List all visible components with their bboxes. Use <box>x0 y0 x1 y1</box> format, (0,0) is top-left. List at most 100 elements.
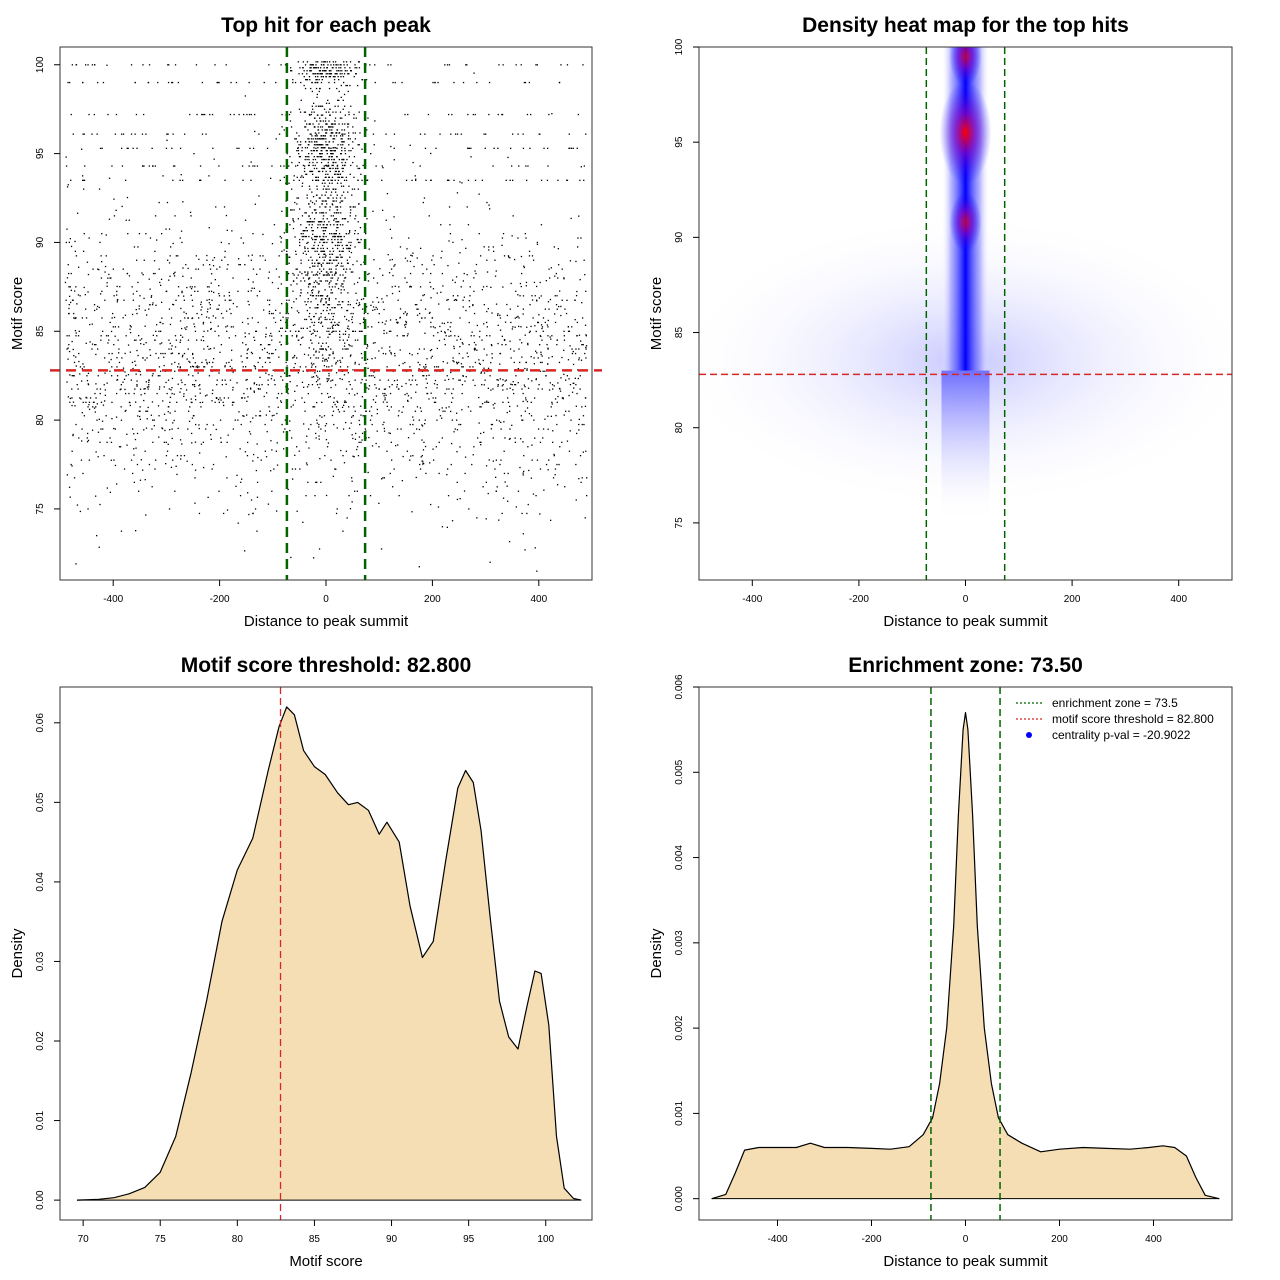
scatter-point-2007 <box>478 233 480 235</box>
scatter-point-461 <box>374 376 376 379</box>
plot-area <box>711 687 1220 1220</box>
scatter-point-1571 <box>144 450 146 452</box>
scatter-point-25 <box>158 268 160 270</box>
scatter-point-1958 <box>98 418 100 420</box>
scatter-point-4138 <box>419 165 421 167</box>
scatter-point-2041 <box>553 385 555 387</box>
scatter-point-3456 <box>333 330 335 332</box>
scatter-point-3339 <box>331 292 334 294</box>
scatter-point-280 <box>122 268 124 270</box>
scatter-point-2789 <box>320 67 322 69</box>
scatter-point-3351 <box>307 301 309 303</box>
scatter-point-34 <box>406 450 408 452</box>
scatter-point-2451 <box>83 286 85 289</box>
scatter-point-1501 <box>531 380 533 382</box>
scatter-point-3880 <box>444 64 446 66</box>
x-axis-label: Distance to peak summit <box>883 613 1048 630</box>
scatter-point-798 <box>425 366 427 368</box>
scatter-point-3838 <box>317 179 319 181</box>
y-tick-label: 95 <box>674 136 685 148</box>
scatter-point-1343 <box>172 242 174 245</box>
scatter-point-2005 <box>465 247 467 249</box>
scatter-point-943 <box>541 388 543 390</box>
scatter-point-832 <box>522 313 524 315</box>
scatter-point-2638 <box>322 212 325 214</box>
scatter-point-690 <box>343 410 345 412</box>
scatter-point-4005 <box>488 113 490 116</box>
scatter-point-2660 <box>323 185 325 187</box>
scatter-point-2507 <box>518 317 520 319</box>
scatter-point-3520 <box>316 250 318 252</box>
scatter-point-451 <box>208 298 210 301</box>
scatter-point-701 <box>452 388 454 390</box>
scatter-point-160 <box>335 272 337 274</box>
scatter-point-1609 <box>161 427 163 429</box>
scatter-point-3557 <box>326 129 328 131</box>
scatter-point-1325 <box>255 469 257 472</box>
scatter-point-917 <box>547 326 549 328</box>
scatter-point-984 <box>483 372 486 374</box>
scatter-point-639 <box>512 381 514 383</box>
scatter-point-3136 <box>315 351 317 353</box>
scatter-point-1840 <box>95 406 97 408</box>
scatter-point-1520 <box>252 268 255 270</box>
scatter-point-1321 <box>183 352 186 355</box>
scatter-point-763 <box>452 397 454 399</box>
scatter-point-1211 <box>446 362 449 364</box>
scatter-point-15 <box>268 357 271 359</box>
scatter-point-1909 <box>437 332 439 334</box>
scatter-point-24 <box>208 361 211 364</box>
scatter-point-3779 <box>322 144 324 146</box>
scatter-point-1273 <box>240 423 242 426</box>
scatter-point-1147 <box>219 351 221 353</box>
scatter-point-2423 <box>73 375 75 377</box>
scatter-point-2473 <box>393 216 395 218</box>
scatter-point-625 <box>108 218 111 220</box>
scatter-point-3918 <box>476 81 478 84</box>
scatter-point-425 <box>486 271 489 273</box>
scatter-point-1471 <box>92 268 94 270</box>
scatter-point-3312 <box>339 117 341 119</box>
scatter-point-431 <box>388 432 390 434</box>
scatter-point-650 <box>294 236 296 238</box>
scatter-point-2341 <box>114 326 116 328</box>
scatter-point-1275 <box>191 417 194 419</box>
scatter-point-1568 <box>341 378 343 381</box>
scatter-point-388 <box>194 477 196 479</box>
scatter-point-161 <box>198 317 200 319</box>
scatter-point-3345 <box>324 176 326 178</box>
scatter-point-3030 <box>354 132 356 134</box>
y-tick-label: 0.05 <box>35 792 46 812</box>
scatter-point-754 <box>108 352 110 355</box>
scatter-point-1581 <box>220 437 222 439</box>
scatter-point-2270 <box>88 237 90 239</box>
scatter-point-3143 <box>330 70 332 72</box>
scatter-point-1122 <box>123 468 126 470</box>
scatter-point-799 <box>108 361 110 363</box>
scatter-point-4067 <box>570 147 572 149</box>
scatter-point-1108 <box>97 456 99 458</box>
scatter-point-678 <box>412 252 414 254</box>
scatter-point-3531 <box>315 176 318 178</box>
scatter-point-586 <box>308 283 310 285</box>
scatter-point-6 <box>214 401 216 403</box>
scatter-point-499 <box>169 401 171 403</box>
scatter-point-2589 <box>257 456 259 459</box>
scatter-point-1490 <box>203 330 205 332</box>
scatter-point-3561 <box>336 244 339 247</box>
scatter-point-2939 <box>333 357 335 359</box>
scatter-point-308 <box>522 400 524 403</box>
scatter-point-467 <box>118 446 121 448</box>
scatter-point-324 <box>154 215 157 217</box>
scatter-point-843 <box>565 379 567 381</box>
scatter-point-524 <box>276 412 278 415</box>
scatter-point-3527 <box>348 381 350 383</box>
scatter-point-3732 <box>323 70 325 72</box>
scatter-point-170 <box>200 309 202 311</box>
scatter-point-2079 <box>390 406 392 408</box>
scatter-point-243 <box>407 400 409 402</box>
scatter-point-3564 <box>299 156 302 158</box>
scatter-point-1607 <box>422 449 425 451</box>
scatter-point-929 <box>101 233 103 235</box>
